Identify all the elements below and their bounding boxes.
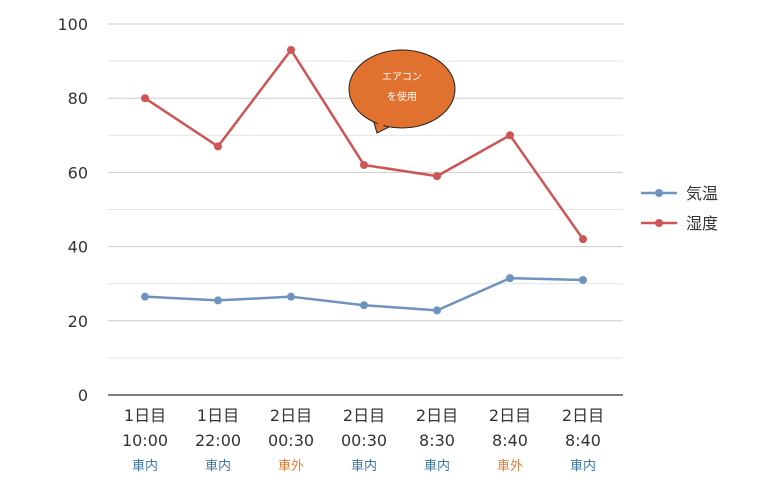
x-label-day: 2日目 [343, 406, 385, 425]
x-label-location: 車内 [351, 458, 377, 474]
data-point-humidity [433, 172, 441, 181]
x-label-time: 10:00 [122, 431, 168, 450]
series-lines [141, 45, 587, 315]
x-label-location: 車内 [570, 458, 596, 474]
x-label-day: 1日目 [124, 406, 166, 425]
legend-marker [655, 189, 663, 197]
data-point-temperature [433, 306, 441, 315]
x-axis-labels: 1日目 10:00 車内 1日目 22:00 車内 2日目 00:30 車外 2日目 00:30 車内… [122, 406, 604, 474]
legend-label: 湿度 [686, 214, 718, 233]
x-label-location: 車外 [497, 459, 523, 474]
data-point-temperature [579, 275, 587, 284]
x-label-location: 車内 [132, 458, 158, 474]
x-label-time: 00:30 [268, 431, 314, 450]
legend-label: 気温 [686, 184, 718, 203]
data-point-humidity [214, 142, 222, 151]
x-label-time: 8:40 [492, 431, 528, 450]
data-point-temperature [360, 301, 368, 310]
x-label-location: 車内 [424, 458, 450, 474]
data-point-humidity [287, 45, 295, 54]
x-label-time: 8:30 [419, 431, 455, 450]
x-label-time: 8:40 [565, 431, 601, 450]
data-point-humidity [506, 131, 514, 140]
annotation-text: を使用 [387, 90, 417, 103]
data-point-temperature [287, 292, 295, 301]
x-label-time: 00:30 [341, 431, 387, 450]
legend-marker [655, 219, 663, 227]
x-label-location: 車外 [278, 459, 304, 474]
y-tick-label: 0 [78, 386, 88, 405]
x-label-day: 2日目 [416, 406, 458, 425]
annotation-text: エアコン [382, 72, 422, 83]
data-point-humidity [360, 160, 368, 169]
x-label-location: 車内 [205, 458, 231, 474]
y-tick-label: 60 [68, 163, 88, 182]
data-point-temperature [214, 296, 222, 305]
data-point-humidity [579, 235, 587, 244]
y-tick-label: 80 [68, 89, 88, 108]
x-label-day: 1日目 [197, 406, 239, 425]
x-label-time: 22:00 [195, 431, 241, 450]
x-label-day: 2日目 [270, 406, 312, 425]
data-point-humidity [141, 94, 149, 103]
y-tick-label: 100 [57, 15, 88, 34]
x-label-day: 2日目 [562, 406, 604, 425]
data-point-temperature [506, 274, 514, 283]
y-tick-label: 40 [68, 238, 88, 257]
annotation-bubble [348, 49, 456, 129]
y-tick-label: 20 [68, 312, 88, 331]
data-point-temperature [141, 292, 149, 301]
x-label-day: 2日目 [489, 406, 531, 425]
annotation-bubble-seam [374, 112, 394, 128]
y-axis-ticks: 0 20 40 60 80 100 [57, 15, 88, 405]
